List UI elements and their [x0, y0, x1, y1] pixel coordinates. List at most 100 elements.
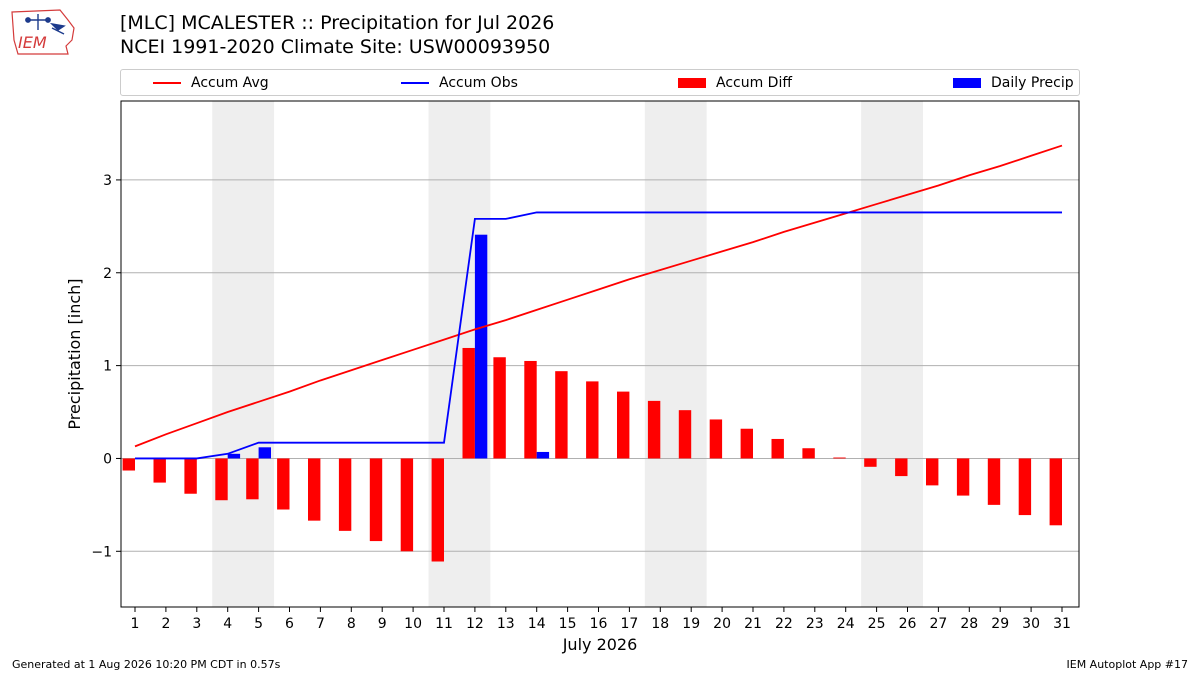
x-tick-label: 21	[744, 616, 762, 632]
x-tick-label: 29	[991, 616, 1009, 632]
x-tick-label: 2	[161, 616, 170, 632]
accum-diff-bar	[122, 458, 135, 471]
accum-diff-bar	[926, 458, 939, 486]
logo-text: IEM	[18, 33, 47, 52]
accum-diff-bar	[833, 457, 846, 459]
legend-item-accum-obs: Accum Obs	[401, 70, 518, 95]
generated-timestamp: Generated at 1 Aug 2026 10:20 PM CDT in …	[12, 658, 281, 671]
accum-diff-bar	[493, 357, 506, 459]
x-axis-label: July 2026	[562, 635, 638, 654]
legend-swatch-accum-obs	[401, 81, 429, 84]
accum-diff-bar	[709, 419, 723, 459]
accum-diff-bar	[1049, 458, 1062, 526]
x-tick-label: 12	[466, 616, 484, 632]
accum-obs-line	[135, 211, 1062, 460]
legend-swatch-daily-precip	[953, 77, 981, 88]
x-tick-label: 27	[929, 616, 947, 632]
daily-precip-bar	[474, 234, 488, 459]
x-tick-label: 1	[131, 616, 140, 632]
x-tick-label: 10	[404, 616, 422, 632]
accum-avg-line	[134, 144, 1063, 448]
chart-subtitle: NCEI 1991-2020 Climate Site: USW00093950	[120, 36, 551, 58]
y-tick-label: 1	[103, 359, 112, 375]
x-tick-label: 18	[651, 616, 669, 632]
x-tick-label: 17	[620, 616, 638, 632]
accum-diff-bar	[246, 458, 259, 500]
legend-item-accum-avg: Accum Avg	[153, 70, 269, 95]
x-tick-label: 28	[960, 616, 978, 632]
weekend-shade	[212, 101, 275, 607]
weekend-shade	[428, 101, 491, 607]
y-tick-label: −1	[91, 544, 112, 560]
legend-label-daily-precip: Daily Precip	[991, 74, 1074, 91]
y-tick-label: 0	[103, 451, 112, 467]
accum-diff-bar	[338, 458, 352, 531]
autoplot-app-label: IEM Autoplot App #17	[1066, 658, 1189, 671]
x-tick-label: 11	[435, 616, 453, 632]
legend-item-daily-precip: Daily Precip	[953, 70, 1074, 95]
x-tick-label: 4	[223, 616, 232, 632]
y-tick-label: 3	[103, 173, 112, 189]
accum-diff-bar	[400, 458, 414, 552]
x-tick-label: 3	[192, 616, 201, 632]
accum-diff-bar	[895, 458, 908, 477]
accum-diff-bar	[308, 458, 321, 521]
legend-swatch-accum-diff	[678, 77, 706, 88]
y-axis-label: Precipitation [inch]	[65, 278, 84, 429]
legend-label-accum-diff: Accum Diff	[716, 74, 793, 91]
daily-precip-bar	[258, 447, 271, 459]
legend-swatch-accum-avg	[153, 81, 181, 84]
accum-diff-bar	[987, 458, 1001, 505]
chart-legend: Accum Avg Accum Obs Accum Diff Daily Pre…	[120, 69, 1080, 96]
accum-diff-bar	[678, 410, 692, 459]
legend-item-accum-diff: Accum Diff	[678, 70, 792, 95]
x-tick-label: 31	[1053, 616, 1071, 632]
weekend-shade	[644, 101, 707, 607]
weekend-shade	[861, 101, 923, 607]
accum-diff-bar	[617, 391, 630, 459]
x-tick-label: 5	[254, 616, 263, 632]
accum-diff-bar	[864, 458, 877, 467]
x-tick-label: 23	[806, 616, 824, 632]
accum-diff-bar	[956, 458, 970, 496]
iem-logo: IEM	[11, 9, 75, 55]
accum-diff-bar	[215, 458, 228, 501]
x-tick-label: 16	[590, 616, 608, 632]
x-tick-label: 6	[285, 616, 294, 632]
accum-diff-bar	[524, 360, 537, 459]
iowa-state-outline	[11, 9, 75, 55]
x-tick-label: 14	[528, 616, 546, 632]
weather-station-icon	[25, 14, 66, 35]
x-tick-label: 24	[837, 616, 855, 632]
legend-label-accum-avg: Accum Avg	[191, 74, 269, 91]
x-tick-label: 13	[497, 616, 515, 632]
accum-diff-bar	[802, 448, 815, 459]
accum-diff-bar	[431, 458, 444, 562]
accum-diff-bar	[647, 400, 661, 459]
x-tick-label: 22	[775, 616, 793, 632]
accum-diff-bar	[184, 458, 197, 494]
accum-diff-bar	[555, 371, 568, 459]
daily-precip-bar	[227, 453, 241, 459]
x-tick-label: 9	[378, 616, 387, 632]
x-tick-label: 8	[347, 616, 356, 632]
x-tick-label: 19	[682, 616, 700, 632]
x-tick-label: 15	[559, 616, 577, 632]
accum-diff-bar	[1018, 458, 1032, 516]
accum-diff-bar	[586, 381, 599, 459]
daily-precip-bar	[536, 451, 550, 459]
x-tick-label: 25	[868, 616, 886, 632]
accum-diff-bar	[277, 458, 290, 510]
x-tick-label: 20	[713, 616, 731, 632]
legend-label-accum-obs: Accum Obs	[439, 74, 518, 91]
chart-title: [MLC] MCALESTER :: Precipitation for Jul…	[120, 12, 555, 34]
accum-diff-bar	[771, 438, 784, 459]
x-tick-label: 7	[316, 616, 325, 632]
accum-diff-bar	[369, 458, 383, 542]
y-tick-label: 2	[103, 266, 112, 282]
accum-diff-bar	[462, 347, 475, 459]
accum-diff-bar	[740, 428, 753, 459]
x-tick-label: 30	[1022, 616, 1040, 632]
plot-frame	[120, 100, 1080, 608]
